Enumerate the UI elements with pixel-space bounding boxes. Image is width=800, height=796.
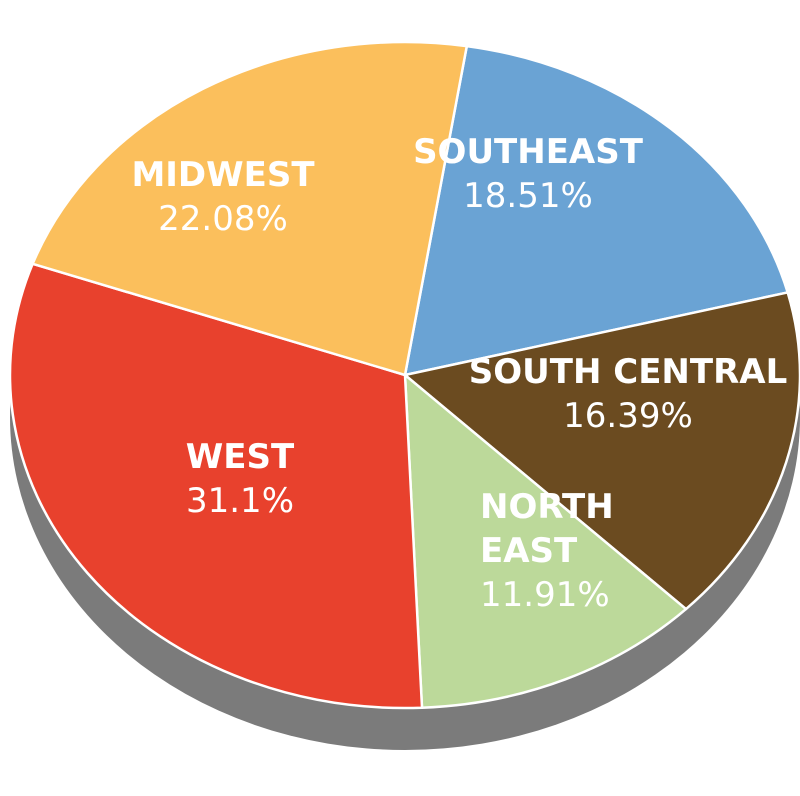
slice-name-label: SOUTH CENTRAL — [469, 352, 787, 392]
slice-value-label: 22.08% — [158, 199, 288, 239]
slice-value-label: 11.91% — [480, 575, 610, 615]
slice-name-label: MIDWEST — [131, 155, 315, 195]
pie-slice — [403, 373, 688, 709]
slice-value-label: 31.1% — [186, 481, 294, 521]
slice-value-label: 16.39% — [563, 396, 693, 436]
slice-value-label: 18.51% — [463, 176, 593, 216]
pie-slice — [8, 262, 424, 710]
pie-slice — [31, 40, 469, 377]
slice-name-label: SOUTHEAST — [413, 132, 644, 172]
slice-name-label: WEST — [186, 437, 295, 477]
pie-slice — [403, 291, 800, 611]
slice-name-label: NORTH — [480, 487, 614, 527]
slice-name-label: EAST — [480, 531, 578, 571]
pie-slice — [403, 44, 789, 377]
